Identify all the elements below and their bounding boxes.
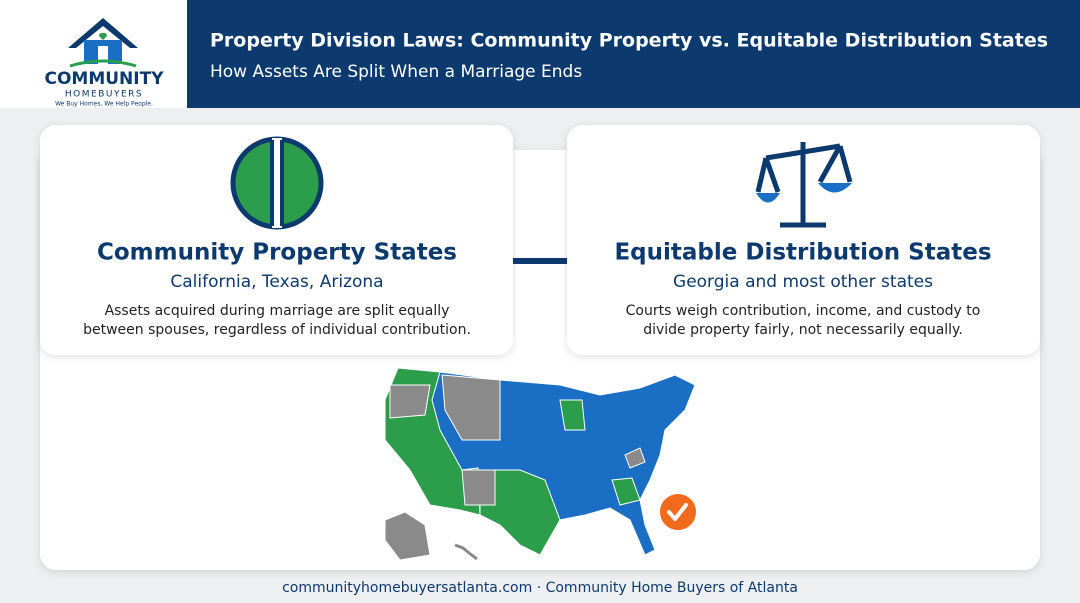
header-bar — [187, 0, 1080, 108]
footer: communityhomebuyersatlanta.com · Communi… — [282, 580, 798, 596]
header-title: Property Division Laws: Community Proper… — [210, 30, 1048, 52]
card-text: Assets acquired during marriage are spli… — [105, 303, 450, 319]
card-states: Georgia and most other states — [673, 272, 933, 292]
logo-icon — [68, 18, 138, 68]
logo-subname: HOMEBUYERS — [65, 90, 143, 100]
connector — [513, 258, 567, 264]
logo-tagline: We Buy Homes. We Help People. — [55, 101, 153, 108]
card-text: between spouses, regardless of individua… — [83, 322, 471, 338]
split-icon — [230, 136, 324, 230]
card-states: California, Texas, Arizona — [170, 272, 383, 292]
logo-name: COMMUNITY — [44, 69, 164, 89]
check-badge — [658, 492, 698, 532]
scales-icon — [755, 142, 853, 228]
card-title: Community Property States — [97, 240, 457, 266]
card — [40, 125, 513, 355]
card-text: Courts weigh contribution, income, and c… — [626, 303, 981, 319]
card-title: Equitable Distribution States — [614, 240, 991, 266]
card — [567, 125, 1040, 355]
header-subtitle: How Assets Are Split When a Marriage End… — [210, 62, 582, 82]
us-map — [384, 367, 696, 561]
card-text: divide property fairly, not necessarily … — [643, 322, 963, 338]
